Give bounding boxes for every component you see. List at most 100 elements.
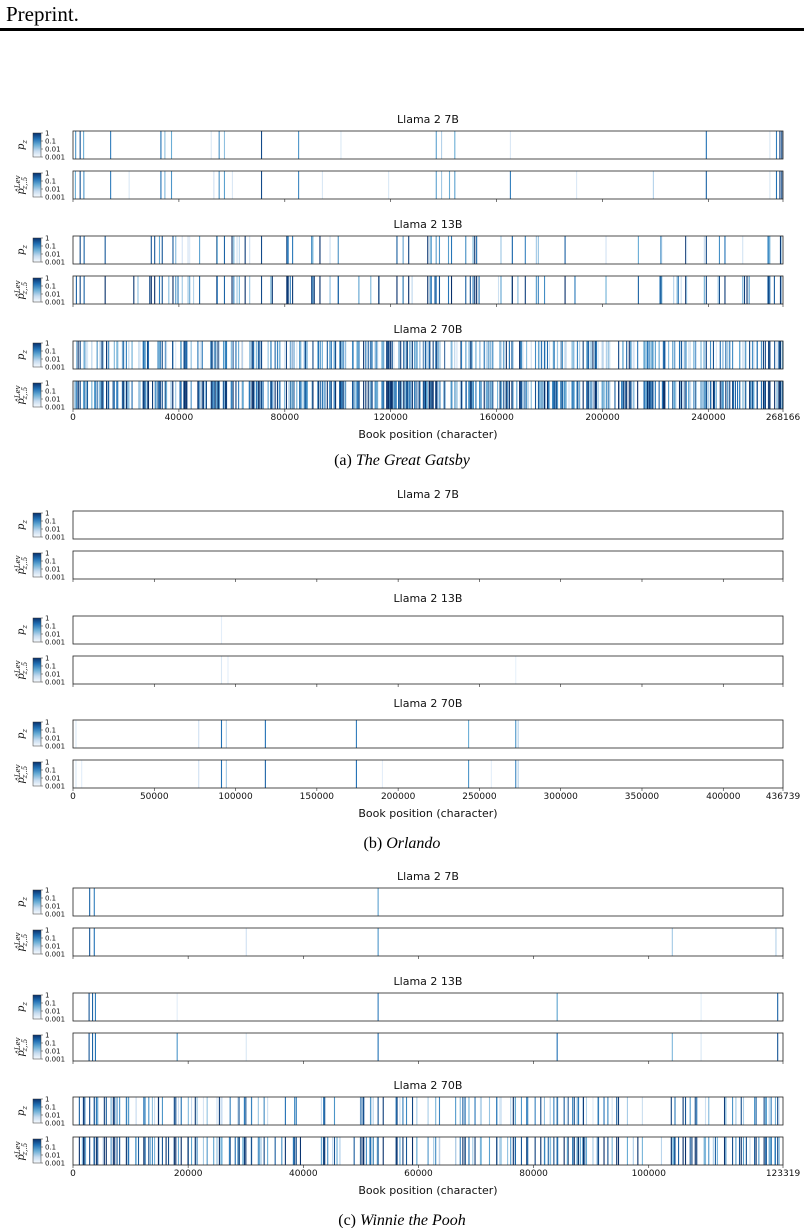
memorization-mark: [486, 341, 488, 369]
memorization-mark: [607, 1097, 609, 1125]
memorization-mark: [526, 1097, 528, 1125]
memorization-mark: [255, 381, 257, 409]
memorization-mark: [777, 993, 779, 1021]
memorization-mark: [218, 1137, 220, 1165]
memorization-mark: [429, 276, 431, 304]
colorbar: [32, 657, 42, 683]
strip-background: [73, 511, 783, 539]
memorization-mark: [680, 381, 682, 409]
memorization-mark: [381, 760, 383, 788]
memorization-mark: [644, 341, 646, 369]
memorization-mark: [245, 1137, 247, 1165]
memorization-mark: [739, 381, 741, 409]
memorization-mark: [622, 341, 624, 369]
memorization-mark: [450, 236, 453, 264]
memorization-mark: [144, 381, 146, 409]
memorization-mark: [688, 341, 690, 369]
memorization-mark: [621, 381, 623, 409]
memorization-mark: [703, 381, 705, 409]
memorization-mark: [286, 276, 288, 304]
memorization-mark: [410, 341, 412, 369]
memorization-mark: [402, 236, 404, 264]
memorization-mark: [777, 1033, 779, 1061]
memorization-mark: [556, 341, 558, 369]
colorbar-tick-label: 0.1: [45, 388, 56, 396]
memorization-mark: [369, 381, 371, 409]
memorization-mark: [770, 1137, 772, 1165]
memorization-mark: [538, 381, 540, 409]
memorization-mark: [537, 276, 539, 304]
memorization-mark: [339, 381, 342, 409]
lev-row-label: p̂Levz,.5: [14, 1037, 29, 1056]
memorization-mark: [571, 341, 573, 369]
memorization-mark: [704, 341, 706, 369]
memorization-mark: [490, 760, 492, 788]
memorization-mark: [471, 381, 473, 409]
memorization-mark: [721, 341, 724, 369]
memorization-mark: [460, 341, 463, 369]
memorization-mark: [125, 1097, 127, 1125]
memorization-mark: [396, 1137, 398, 1165]
memorization-mark: [339, 341, 342, 369]
colorbar-tick-label: 0.1: [45, 935, 56, 943]
memorization-mark: [526, 341, 528, 369]
memorization-mark: [274, 1137, 276, 1165]
memorization-mark: [77, 341, 79, 369]
memorization-mark: [637, 341, 639, 369]
memorization-mark: [556, 1033, 558, 1061]
memorization-mark: [548, 341, 551, 369]
colorbar-tick-label: 1: [45, 927, 49, 935]
memorization-mark: [480, 1097, 482, 1125]
memorization-mark: [680, 341, 683, 369]
memorization-mark: [479, 381, 482, 409]
memorization-mark: [553, 381, 555, 409]
memorization-mark: [377, 993, 379, 1021]
memorization-mark: [586, 341, 588, 369]
memorization-mark: [668, 381, 670, 409]
memorization-mark: [770, 1137, 772, 1165]
memorization-mark: [175, 236, 177, 264]
memorization-mark: [768, 276, 770, 304]
memorization-mark: [333, 1097, 336, 1125]
memorization-mark: [556, 1137, 558, 1165]
memorization-mark: [765, 1137, 767, 1165]
memorization-mark: [663, 381, 665, 409]
memorization-mark: [267, 381, 269, 409]
memorization-mark: [89, 1097, 91, 1125]
memorization-mark: [150, 276, 152, 304]
x-tick-label: 350000: [625, 792, 660, 802]
memorization-mark: [439, 341, 441, 369]
memorization-mark: [768, 341, 770, 369]
memorization-mark: [582, 1137, 585, 1165]
memorization-mark: [79, 381, 81, 409]
memorization-mark: [196, 1137, 198, 1165]
memorization-mark: [292, 236, 294, 264]
memorization-mark: [86, 381, 88, 409]
memorization-mark: [383, 381, 385, 409]
memorization-mark: [260, 276, 263, 304]
memorization-mark: [386, 341, 388, 369]
memorization-mark: [97, 1097, 99, 1125]
memorization-mark: [83, 276, 85, 304]
memorization-mark: [723, 1137, 726, 1165]
memorization-mark: [251, 381, 253, 409]
memorization-mark: [377, 888, 379, 916]
memorization-mark: [628, 341, 630, 369]
memorization-mark: [386, 381, 388, 409]
memorization-mark: [230, 341, 232, 369]
memorization-mark: [582, 1097, 584, 1125]
memorization-mark: [360, 1097, 362, 1125]
memorization-mark: [216, 341, 218, 369]
memorization-mark: [777, 1137, 779, 1165]
memorization-mark: [321, 341, 323, 369]
memorization-mark: [422, 341, 424, 369]
memorization-mark: [724, 276, 726, 304]
colorbar-tick-label: 0.1: [45, 727, 56, 735]
memorization-mark: [180, 381, 182, 409]
memorization-mark: [400, 381, 402, 409]
memorization-mark: [296, 381, 298, 409]
memorization-mark: [530, 341, 532, 369]
memorization-mark: [430, 276, 432, 304]
memorization-mark: [148, 1137, 150, 1165]
memorization-mark: [231, 236, 233, 264]
